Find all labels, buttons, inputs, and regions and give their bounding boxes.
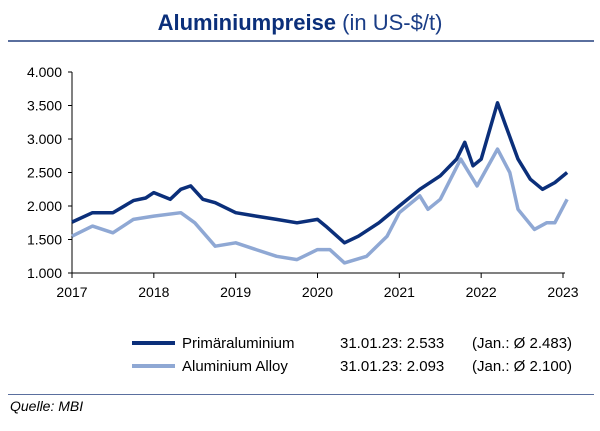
y-tick-label: 2.000 (27, 198, 62, 214)
legend-name-0: Primäraluminium (182, 335, 295, 352)
y-tick-label: 2.500 (27, 165, 62, 181)
x-tick-label: 2021 (384, 284, 415, 300)
source-divider (8, 394, 594, 395)
legend-value-1: 31.01.23: 2.093 (340, 358, 444, 375)
y-tick-label: 3.000 (27, 131, 62, 147)
x-tick-label: 2019 (220, 284, 251, 300)
legend-name-1: Aluminium Alloy (182, 358, 288, 375)
x-tick-label: 2017 (56, 284, 87, 300)
y-tick-label: 4.000 (27, 64, 62, 80)
title-divider (8, 40, 594, 42)
x-tick-label: 2022 (466, 284, 497, 300)
x-tick-label: 2020 (302, 284, 333, 300)
legend-value-0: 31.01.23: 2.533 (340, 335, 444, 352)
series-line-0 (71, 101, 569, 245)
legend-average-1: (Jan.: Ø 2.100) (472, 358, 572, 375)
y-tick-label: 1.000 (27, 265, 62, 281)
x-tick-label: 2018 (138, 284, 169, 300)
series-line-1 (71, 147, 569, 265)
y-tick-label: 1.500 (27, 232, 62, 248)
y-tick-label: 3.500 (27, 98, 62, 114)
legend-average-0: (Jan.: Ø 2.483) (472, 335, 572, 352)
x-tick-label: 2023 (547, 284, 578, 300)
chart-title: Aluminiumpreise (157, 10, 337, 35)
chart-subtitle: (in US-$/t) (342, 10, 443, 35)
chart-title-block: Aluminiumpreise (in US-$/t) (0, 10, 600, 36)
source-note: Quelle: MBI (10, 398, 84, 414)
